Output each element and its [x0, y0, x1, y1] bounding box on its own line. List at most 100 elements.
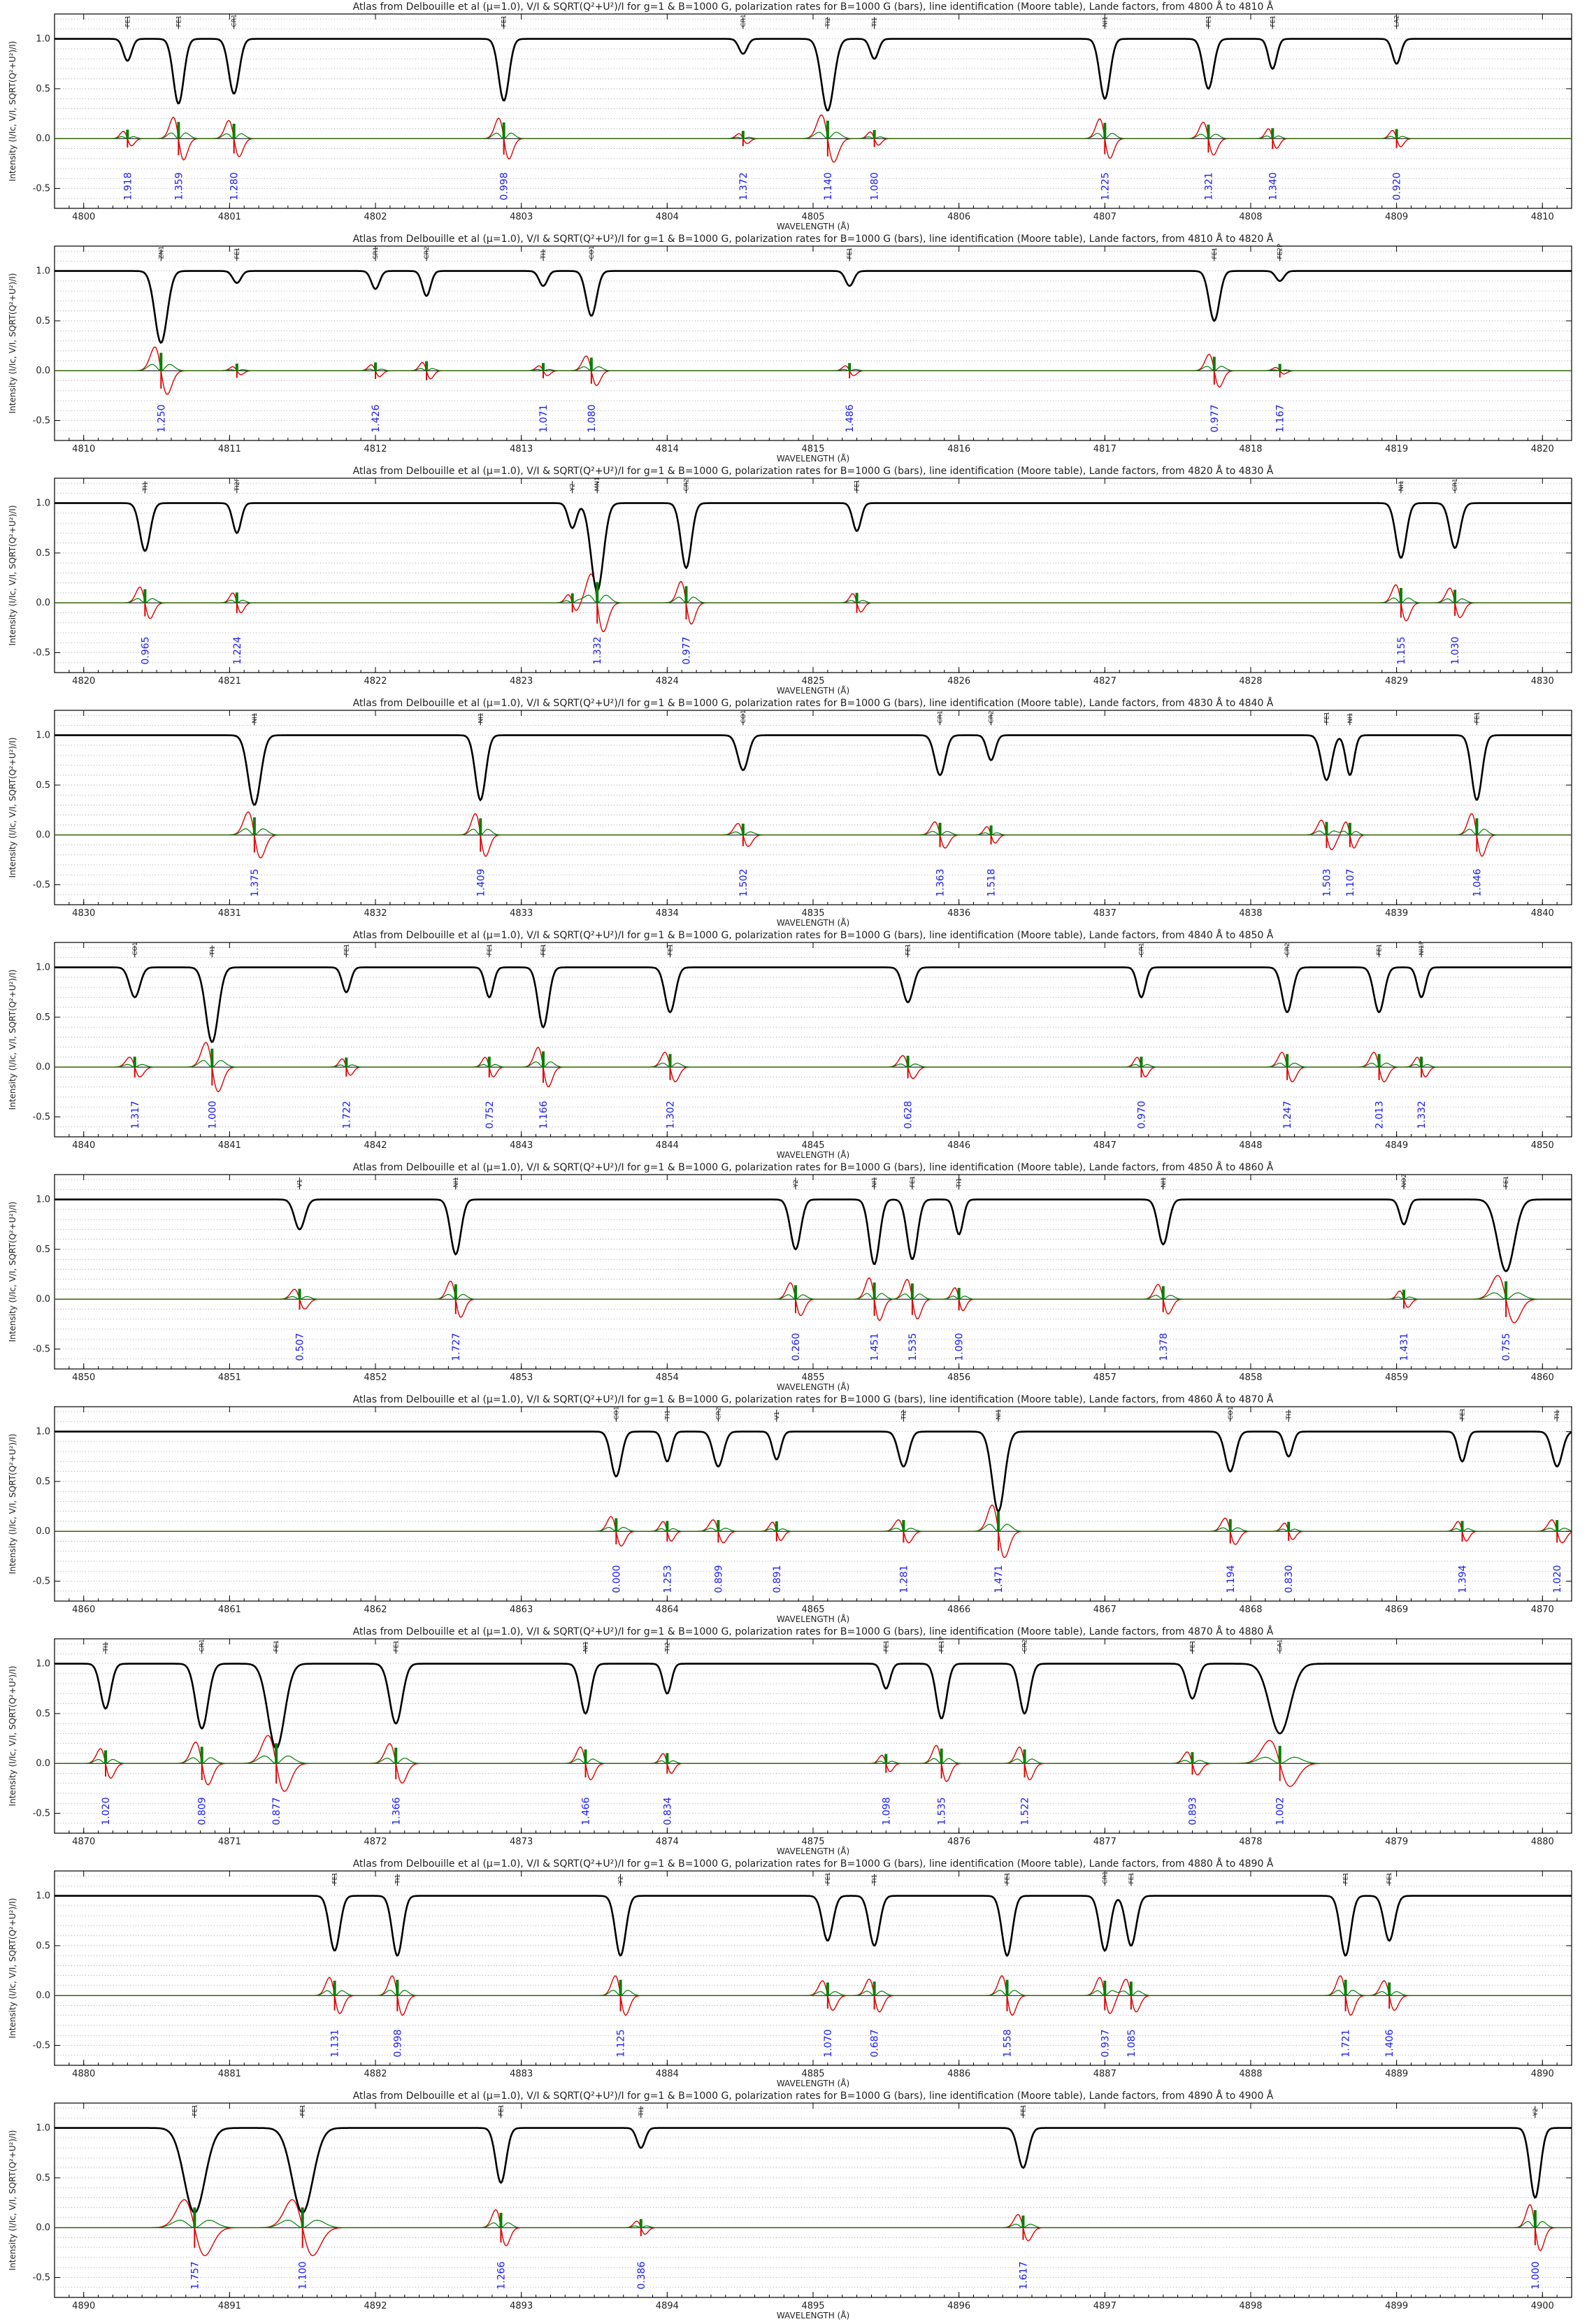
x-tick-label: 4811	[218, 444, 241, 454]
polarization-bar	[997, 1531, 999, 1551]
polarization-bar	[126, 129, 129, 139]
polarization-bar	[571, 603, 573, 612]
polarization-bar	[159, 352, 163, 371]
polarization-bar	[1454, 603, 1456, 616]
linear-pol-curve	[55, 131, 1572, 139]
line-id-label: Y2	[1532, 2108, 1539, 2116]
lande-factor: 1.125	[616, 2030, 627, 2058]
x-tick-label: 4804	[656, 212, 679, 222]
y-axis-label: Intensity (I/Ic, V/I, SQRT(Q²+U²)/I)	[8, 1666, 17, 1807]
lande-factor: 1.522	[1020, 1798, 1031, 1826]
lande-factor: 1.451	[870, 1333, 881, 1361]
y-tick-label: 1.0	[36, 1427, 50, 1437]
x-tick-label: 4821	[218, 676, 241, 687]
line-id-label: FE1	[501, 15, 508, 27]
lande-factor: 0.877	[271, 1798, 282, 1826]
line-id-label: FE1	[487, 944, 494, 956]
lande-factor: 1.247	[1282, 1101, 1293, 1129]
lande-factor: 1.372	[738, 173, 749, 201]
x-tick-label: 4880	[72, 2069, 95, 2079]
polarization-bar	[1287, 1521, 1291, 1532]
polarization-bar	[1326, 835, 1328, 848]
line-id-label: FE1	[668, 944, 675, 956]
polarization-bar	[1005, 1979, 1009, 1996]
polarization-bar	[1191, 1752, 1194, 1764]
line-id-label: FE1	[1474, 712, 1481, 724]
polarization-bar	[333, 1995, 336, 2011]
lande-factor: 1.466	[581, 1797, 592, 1825]
polarization-bar	[1505, 1299, 1507, 1317]
polarization-bar	[775, 1531, 777, 1542]
polarization-bar	[200, 1746, 203, 1764]
x-tick-label: 4845	[801, 1140, 824, 1151]
x-tick-label: 4867	[1093, 1605, 1116, 1615]
lande-factor: 1.030	[1450, 637, 1461, 665]
x-tick-label: 4892	[364, 2301, 387, 2311]
polarization-bar	[394, 1747, 398, 1764]
lande-factor: 1.131	[330, 2030, 341, 2058]
lande-factor: 1.046	[1472, 868, 1483, 896]
polarization-bar	[717, 1531, 719, 1543]
polarization-bar	[873, 138, 875, 148]
polarization-bar	[201, 1763, 203, 1781]
polarization-bar	[479, 818, 482, 835]
x-tick-label: 4825	[801, 676, 824, 687]
polarization-bar	[1006, 1995, 1008, 2011]
polarization-bar	[902, 1520, 905, 1532]
polarization-bar	[375, 371, 377, 379]
intensity-curve	[55, 1663, 1572, 1750]
polarization-bar	[1453, 589, 1457, 603]
line-id-label: FE1	[910, 1176, 917, 1188]
x-tick-label: 4801	[218, 212, 241, 222]
lande-factor: 1.302	[666, 1101, 677, 1129]
x-tick-label: 4849	[1385, 1140, 1408, 1151]
line-id-label: MN1	[594, 477, 601, 491]
x-tick-label: 4832	[364, 908, 387, 919]
y-tick-label: 0.5	[36, 548, 50, 559]
polarization-bar	[685, 603, 687, 620]
polarization-bar	[1229, 1531, 1231, 1544]
x-tick-label: 4836	[947, 908, 970, 919]
polarization-bar	[1403, 1299, 1405, 1309]
lande-factor: 0.977	[1209, 405, 1221, 433]
axes-frame	[54, 2102, 1572, 2298]
line-id-label: FE1	[1212, 248, 1219, 259]
polarization-bar	[1461, 1531, 1463, 1542]
x-tick-label: 4866	[947, 1605, 970, 1615]
lande-factor: 1.321	[1203, 173, 1214, 201]
line-id-label: CO1	[1228, 1406, 1235, 1419]
line-id-label: NI1	[872, 1177, 879, 1187]
x-tick-label: 4853	[510, 1372, 533, 1383]
x-tick-label: 4894	[656, 2301, 679, 2311]
lande-factor: 0.755	[1501, 1333, 1512, 1361]
x-tick-label: 4846	[947, 1140, 970, 1151]
line-id-label: FE1	[1343, 1872, 1350, 1884]
lande-factor: 0.386	[636, 2261, 647, 2289]
polarization-bar	[1278, 1746, 1281, 1764]
x-tick-label: 4816	[947, 444, 970, 454]
line-id-label: Y2	[618, 1876, 625, 1884]
spectrum-panel: Atlas from Delbouille et al (μ=1.0), V/I…	[8, 465, 1572, 696]
x-tick-label: 4852	[364, 1372, 387, 1383]
polarization-bar	[1022, 2228, 1024, 2240]
intensity-curve	[55, 270, 1572, 344]
intensity-curve	[55, 2127, 1572, 2214]
polarization-bar	[619, 1995, 622, 2011]
x-tick-label: 4859	[1385, 1372, 1408, 1383]
y-axis-label: Intensity (I/Ic, V/I, SQRT(Q²+U²)/I)	[8, 41, 17, 182]
line-id-label: TI1	[103, 1642, 110, 1653]
y-tick-label: 0.0	[36, 366, 50, 376]
intensity-curve	[55, 1198, 1572, 1272]
polarization-bar	[1460, 1521, 1464, 1532]
polarization-bar	[989, 825, 993, 835]
panel-title: Atlas from Delbouille et al (μ=1.0), V/I…	[353, 929, 1274, 941]
line-id-label: V1	[774, 1412, 781, 1420]
line-id-label: FE1	[1503, 1176, 1510, 1188]
lande-factor: 0.830	[1284, 1565, 1295, 1593]
lande-factor: 1.471	[993, 1565, 1005, 1593]
lande-factor: 0.000	[611, 1565, 622, 1593]
x-tick-label: 4850	[1531, 1140, 1554, 1151]
y-tick-label: -0.5	[33, 1808, 50, 1819]
y-axis-label: Intensity (I/Ic, V/I, SQRT(Q²+U²)/I)	[8, 1434, 17, 1575]
polarization-bar	[1130, 1995, 1132, 2010]
